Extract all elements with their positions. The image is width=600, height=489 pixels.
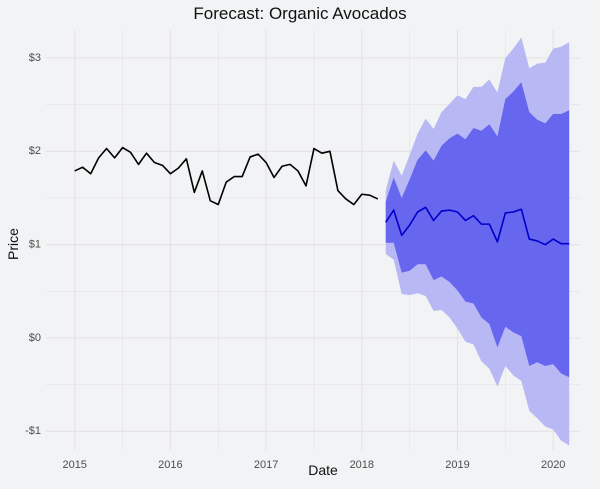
band-80 [385, 82, 570, 378]
x-tick-label: 2018 [350, 459, 374, 471]
x-tick-label: 2015 [62, 459, 86, 471]
y-tick-label: $0 [29, 332, 41, 344]
y-tick-label: $3 [29, 52, 41, 64]
x-tick-label: 2016 [158, 459, 182, 471]
chart-title: Forecast: Organic Avocados [193, 4, 407, 23]
x-tick-label: 2019 [445, 459, 469, 471]
y-axis-label: Price [5, 228, 21, 260]
y-tick-label: $2 [29, 145, 41, 157]
x-axis-label: Date [308, 462, 338, 478]
forecast-line [385, 206, 570, 246]
x-tick-label: 2017 [254, 459, 278, 471]
y-tick-label: $1 [29, 239, 41, 251]
x-tick-label: 2020 [541, 459, 565, 471]
history-line [74, 146, 379, 206]
y-tick-label: -$1 [25, 425, 41, 437]
